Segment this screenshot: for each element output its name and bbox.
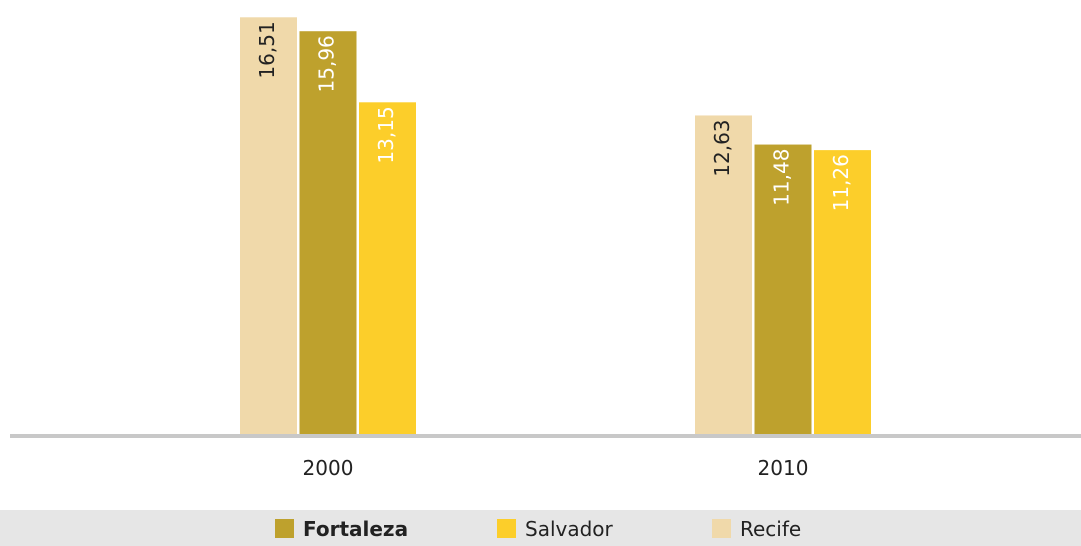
bar bbox=[359, 102, 416, 436]
legend-label: Recife bbox=[740, 517, 801, 541]
value-label: 15,96 bbox=[315, 35, 339, 92]
value-label: 11,26 bbox=[829, 154, 853, 211]
bar bbox=[754, 144, 812, 435]
bar bbox=[695, 115, 752, 435]
legend-label: Fortaleza bbox=[303, 517, 408, 541]
value-label: 16,51 bbox=[255, 21, 279, 78]
bar bbox=[240, 17, 297, 436]
x-tick-label: 2000 bbox=[303, 456, 354, 480]
legend-background bbox=[0, 510, 1081, 546]
bar bbox=[299, 31, 357, 435]
legend-swatch bbox=[275, 519, 294, 538]
value-label: 12,63 bbox=[710, 119, 734, 176]
legend-swatch bbox=[712, 519, 731, 538]
value-label: 13,15 bbox=[374, 106, 398, 163]
bar bbox=[814, 150, 871, 435]
x-tick-label: 2010 bbox=[758, 456, 809, 480]
legend-swatch bbox=[497, 519, 516, 538]
value-label: 11,48 bbox=[770, 149, 794, 206]
legend-label: Salvador bbox=[525, 517, 614, 541]
baseline bbox=[10, 434, 1081, 438]
